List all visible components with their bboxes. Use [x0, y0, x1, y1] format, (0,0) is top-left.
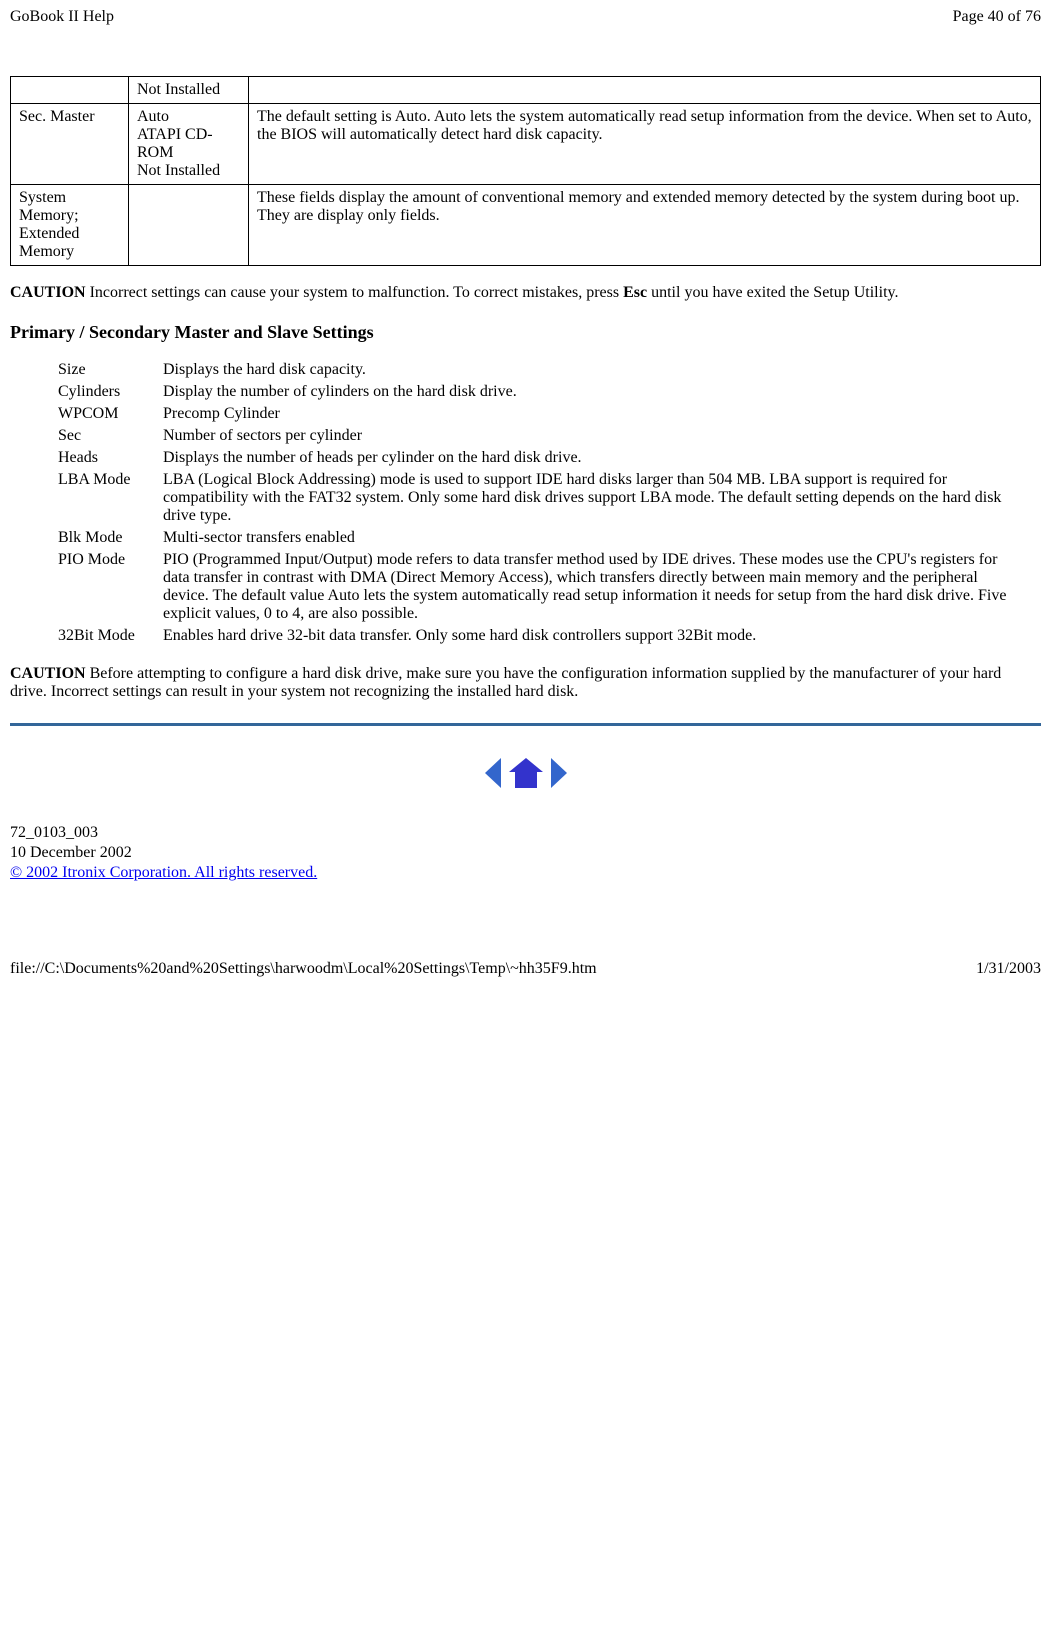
setting-row: LBA Mode LBA (Logical Block Addressing) … — [58, 469, 1029, 527]
setting-desc: Displays the number of heads per cylinde… — [163, 447, 1029, 469]
caution-label: CAUTION — [10, 665, 86, 682]
prev-arrow-icon[interactable] — [483, 756, 503, 790]
next-arrow-icon[interactable] — [549, 756, 569, 790]
table-row: System Memory; Extended Memory These fie… — [11, 185, 1041, 266]
cell-options — [129, 185, 249, 266]
header-right: Page 40 of 76 — [953, 8, 1041, 26]
setting-label: 32Bit Mode — [58, 625, 163, 647]
header-left: GoBook II Help — [10, 8, 114, 26]
caution-2: CAUTION Before attempting to configure a… — [10, 665, 1041, 701]
setting-desc: Multi-sector transfers enabled — [163, 527, 1029, 549]
setting-desc: LBA (Logical Block Addressing) mode is u… — [163, 469, 1029, 527]
caution-tail: until you have exited the Setup Utility. — [647, 284, 898, 301]
setting-desc: Display the number of cylinders on the h… — [163, 381, 1029, 403]
footer-path: file://C:\Documents%20and%20Settings\har… — [10, 960, 597, 978]
doc-number: 72_0103_003 — [10, 824, 1041, 842]
caution-1: CAUTION Incorrect settings can cause you… — [10, 284, 1041, 302]
nav-icons — [10, 756, 1041, 790]
home-icon[interactable] — [507, 756, 545, 790]
cell-desc — [249, 77, 1041, 104]
cell-options: Not Installed — [129, 77, 249, 104]
section-heading: Primary / Secondary Master and Slave Set… — [10, 322, 1041, 343]
setting-label: LBA Mode — [58, 469, 163, 527]
setting-row: Sec Number of sectors per cylinder — [58, 425, 1029, 447]
cell-field — [11, 77, 129, 104]
caution-text: Before attempting to configure a hard di… — [10, 665, 1001, 700]
copyright-link[interactable]: © 2002 Itronix Corporation. All rights r… — [10, 864, 317, 881]
setting-row: Blk Mode Multi-sector transfers enabled — [58, 527, 1029, 549]
setting-desc: Enables hard drive 32-bit data transfer.… — [163, 625, 1029, 647]
cell-options: Auto ATAPI CD-ROM Not Installed — [129, 104, 249, 185]
table-row: Sec. Master Auto ATAPI CD-ROM Not Instal… — [11, 104, 1041, 185]
setting-desc: Precomp Cylinder — [163, 403, 1029, 425]
setting-row: PIO Mode PIO (Programmed Input/Output) m… — [58, 549, 1029, 625]
section-divider — [10, 723, 1041, 726]
footer-date: 1/31/2003 — [976, 960, 1041, 978]
setting-label: Cylinders — [58, 381, 163, 403]
setting-row: WPCOM Precomp Cylinder — [58, 403, 1029, 425]
setting-row: 32Bit Mode Enables hard drive 32-bit dat… — [58, 625, 1029, 647]
cell-desc: These fields display the amount of conve… — [249, 185, 1041, 266]
setting-label: PIO Mode — [58, 549, 163, 625]
setting-row: Heads Displays the number of heads per c… — [58, 447, 1029, 469]
setting-row: Cylinders Display the number of cylinder… — [58, 381, 1029, 403]
setting-label: WPCOM — [58, 403, 163, 425]
table-row: Not Installed — [11, 77, 1041, 104]
setting-label: Blk Mode — [58, 527, 163, 549]
cell-field: System Memory; Extended Memory — [11, 185, 129, 266]
settings-table-top: Not Installed Sec. Master Auto ATAPI CD-… — [10, 76, 1041, 266]
setting-label: Size — [58, 359, 163, 381]
setting-desc: PIO (Programmed Input/Output) mode refer… — [163, 549, 1029, 625]
doc-date: 10 December 2002 — [10, 844, 1041, 862]
caution-text: Incorrect settings can cause your system… — [86, 284, 624, 301]
cell-desc: The default setting is Auto. Auto lets t… — [249, 104, 1041, 185]
setting-label: Sec — [58, 425, 163, 447]
setting-label: Heads — [58, 447, 163, 469]
cell-field: Sec. Master — [11, 104, 129, 185]
esc-key: Esc — [623, 284, 647, 301]
setting-desc: Number of sectors per cylinder — [163, 425, 1029, 447]
settings-definitions: Size Displays the hard disk capacity. Cy… — [58, 359, 1029, 647]
setting-row: Size Displays the hard disk capacity. — [58, 359, 1029, 381]
caution-label: CAUTION — [10, 284, 86, 301]
setting-desc: Displays the hard disk capacity. — [163, 359, 1029, 381]
